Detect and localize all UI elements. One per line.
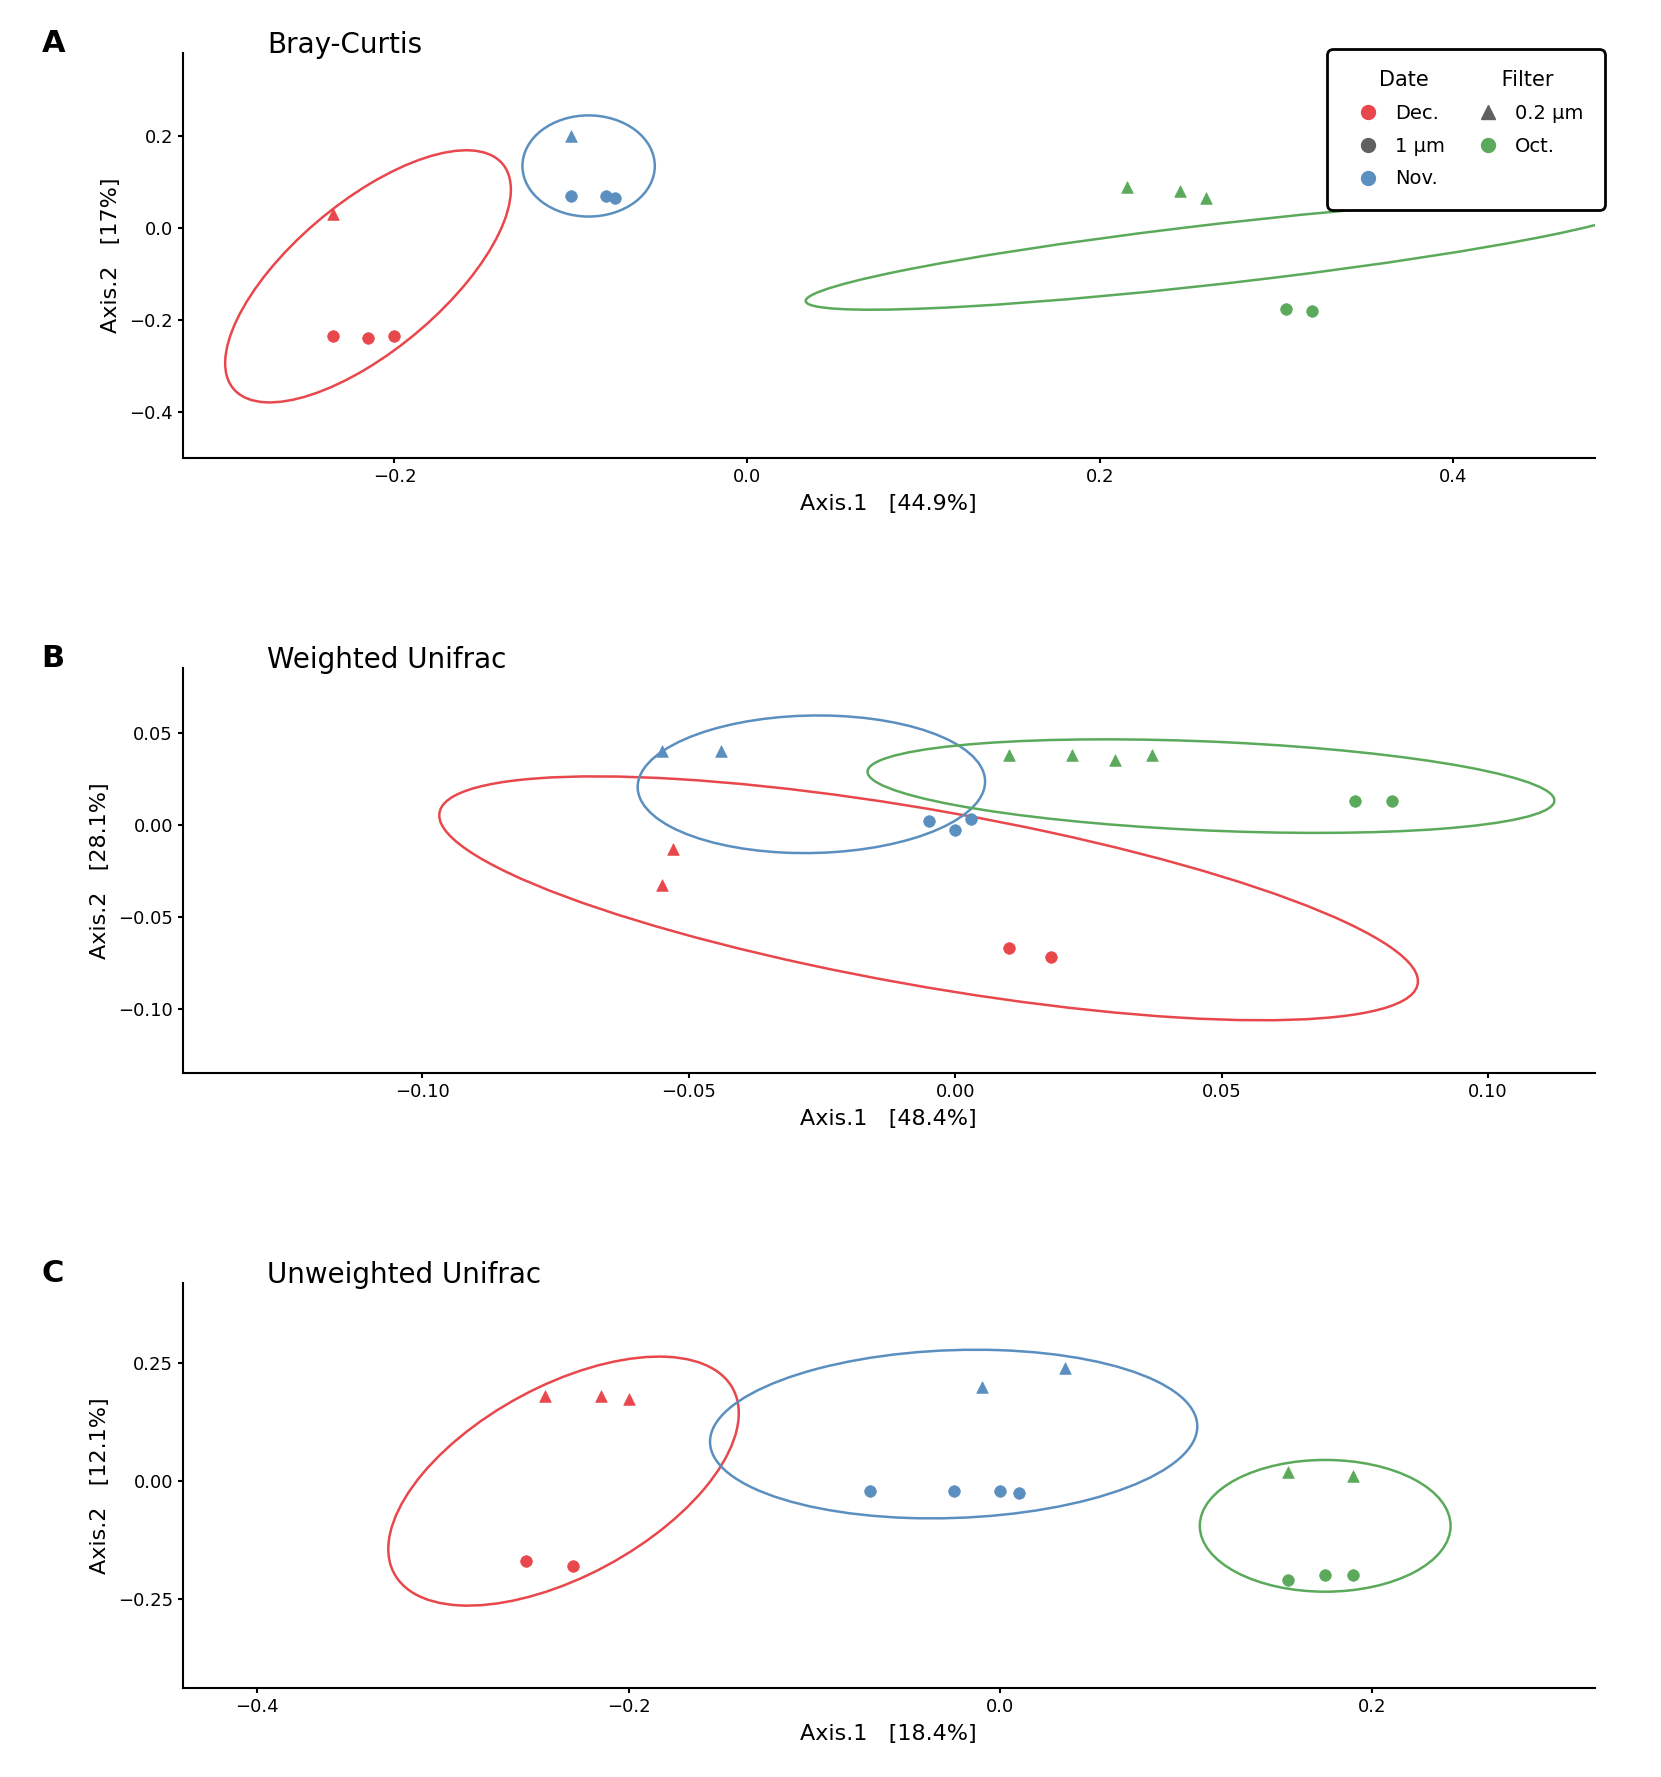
Point <box>708 737 734 766</box>
Point <box>968 1374 995 1402</box>
Point <box>958 805 985 833</box>
Point <box>593 181 620 210</box>
Point <box>995 741 1022 769</box>
Point <box>615 1384 641 1413</box>
Point <box>1274 1566 1301 1594</box>
Text: Weighted Unifrac: Weighted Unifrac <box>267 647 507 673</box>
Point <box>513 1548 540 1576</box>
Point <box>1005 1478 1031 1507</box>
X-axis label: Axis.1   [48.4%]: Axis.1 [48.4%] <box>801 1109 977 1128</box>
Point <box>1051 1354 1078 1383</box>
Legend: Dec., 1 μm, Nov., 0.2 μm, Oct., : Dec., 1 μm, Nov., 0.2 μm, Oct., <box>1332 55 1600 204</box>
Text: A: A <box>42 28 65 59</box>
Point <box>1193 185 1219 213</box>
Y-axis label: Axis.2   [17%]: Axis.2 [17%] <box>101 178 121 334</box>
Text: C: C <box>42 1260 63 1288</box>
Point <box>382 322 409 350</box>
Point <box>915 807 942 835</box>
Point <box>857 1477 884 1505</box>
X-axis label: Axis.1   [18.4%]: Axis.1 [18.4%] <box>801 1724 977 1745</box>
Point <box>1342 787 1369 816</box>
Point <box>987 1477 1013 1505</box>
Point <box>1272 295 1299 323</box>
Point <box>560 1551 586 1580</box>
Y-axis label: Axis.2   [12.1%]: Axis.2 [12.1%] <box>90 1397 110 1574</box>
Point <box>1274 1457 1301 1486</box>
Point <box>1101 746 1128 775</box>
Point <box>1166 178 1193 206</box>
Point <box>558 123 585 151</box>
Point <box>1340 1560 1367 1589</box>
X-axis label: Axis.1   [44.9%]: Axis.1 [44.9%] <box>801 494 977 514</box>
Point <box>355 323 382 352</box>
Point <box>1312 1560 1339 1589</box>
Point <box>1340 1462 1367 1491</box>
Point <box>601 185 628 213</box>
Point <box>995 933 1022 961</box>
Point <box>319 201 345 229</box>
Point <box>319 322 345 350</box>
Text: Unweighted Unifrac: Unweighted Unifrac <box>267 1262 541 1290</box>
Point <box>532 1383 558 1411</box>
Point <box>649 737 676 766</box>
Point <box>1139 741 1166 769</box>
Point <box>942 816 968 844</box>
Text: Bray-Curtis: Bray-Curtis <box>267 30 422 59</box>
Point <box>1060 741 1086 769</box>
Point <box>1379 787 1405 816</box>
Point <box>558 181 585 210</box>
Text: B: B <box>42 643 65 673</box>
Point <box>1113 172 1139 201</box>
Point <box>1038 944 1065 972</box>
Y-axis label: Axis.2   [28.1%]: Axis.2 [28.1%] <box>90 782 110 960</box>
Point <box>1299 297 1325 325</box>
Point <box>940 1477 967 1505</box>
Point <box>659 835 686 864</box>
Point <box>649 871 676 899</box>
Point <box>588 1383 615 1411</box>
